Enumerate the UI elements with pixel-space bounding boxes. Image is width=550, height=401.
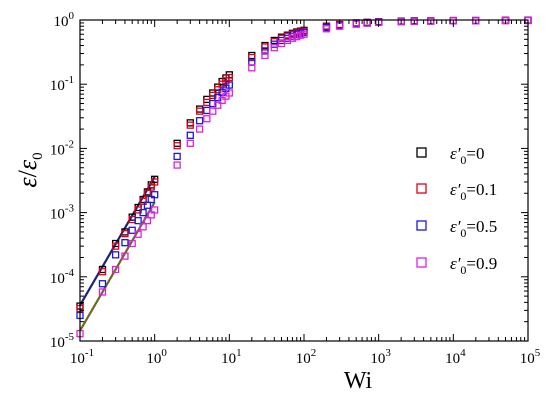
x-tick-labels: 10-1 100 101 102 103 104 105 xyxy=(70,347,541,367)
x-tick-label: 102 xyxy=(296,347,317,367)
series-2-point xyxy=(111,242,120,250)
x-tick-label: 104 xyxy=(445,347,466,367)
series-2-point xyxy=(139,197,147,205)
series-4-point xyxy=(139,223,147,231)
series-2-point xyxy=(143,189,152,197)
y-tick-label: 10-4 xyxy=(50,267,75,287)
legend-label: ε′0=0 xyxy=(450,144,485,167)
series-4-point xyxy=(151,206,159,214)
series-3-point xyxy=(209,99,217,108)
x-tick-label: 10-1 xyxy=(70,347,94,367)
series-2-point xyxy=(195,107,204,115)
legend-label: ε′0=0.5 xyxy=(450,217,497,240)
series-4-point xyxy=(214,101,222,109)
series-4-point xyxy=(322,25,331,33)
series-2-point xyxy=(121,230,129,238)
series-4-point xyxy=(300,30,308,38)
fit-lines xyxy=(79,176,156,332)
y-axis-title: ε/ε0 xyxy=(13,152,46,187)
y-tick-label: 10-3 xyxy=(50,203,75,223)
series-3-point xyxy=(98,280,107,288)
series-1-point xyxy=(195,105,204,113)
series-3-point xyxy=(139,208,147,217)
series-4-point xyxy=(293,33,301,41)
series-2-point xyxy=(186,121,194,129)
series-3-point xyxy=(261,47,269,55)
series-4-point xyxy=(195,125,204,133)
series-4-point xyxy=(225,89,233,97)
series-2-point xyxy=(261,43,269,51)
legend-marker xyxy=(416,220,427,231)
series-4-point xyxy=(397,18,405,26)
series-4-point xyxy=(283,36,292,45)
y-tick-label: 100 xyxy=(54,10,75,30)
series-3-point xyxy=(195,117,204,125)
series-4-point xyxy=(121,252,129,260)
series-3-point xyxy=(143,201,152,209)
x-tick-label: 100 xyxy=(146,347,167,367)
series-4-point xyxy=(427,17,435,25)
y-tick-label: 10-2 xyxy=(50,138,74,158)
legend-item-4: ε′0=0.9 xyxy=(416,254,497,277)
series-1-point xyxy=(186,119,194,127)
series-4-point xyxy=(209,107,217,115)
series-3-point xyxy=(225,81,233,89)
y-tick-label: 10-1 xyxy=(50,74,74,94)
series-4-point xyxy=(410,17,418,26)
series-3-point xyxy=(173,152,181,161)
y-axis-title-sub: 0 xyxy=(30,152,46,160)
series-2-point xyxy=(151,178,159,186)
data-points xyxy=(76,16,532,338)
legend: ε′0=0 ε′0=0.1 ε′0=0.5 ε′0=0.9 xyxy=(416,144,497,277)
series-3-point xyxy=(111,251,120,259)
series-4-point xyxy=(288,34,297,42)
series-2-point xyxy=(98,268,107,276)
y-tick-labels: 10-5 10-4 10-3 10-2 10-1 100 xyxy=(50,10,75,351)
legend-label: ε′0=0.1 xyxy=(450,180,497,203)
legend-marker xyxy=(416,183,427,194)
series-2-point xyxy=(248,53,256,62)
series-4-point xyxy=(186,139,194,147)
x-tick-label: 101 xyxy=(221,347,242,367)
series-4-point xyxy=(203,115,211,123)
legend-item-3: ε′0=0.5 xyxy=(416,217,497,240)
series-4-point xyxy=(134,230,142,238)
series-3-point xyxy=(151,191,159,199)
series-4-point xyxy=(261,51,269,60)
legend-marker xyxy=(416,257,427,268)
plot-frame xyxy=(79,19,529,342)
series-4 xyxy=(76,16,532,338)
series-3-point xyxy=(203,106,211,115)
series-3-point xyxy=(218,88,226,96)
x-axis-title: Wi xyxy=(344,368,373,394)
y-tick-label: 10-5 xyxy=(50,331,75,351)
y-axis-title-num: ε xyxy=(13,177,42,188)
series-4-point xyxy=(248,64,256,72)
series-4-point xyxy=(111,265,120,274)
series-4-point xyxy=(128,239,136,248)
legend-label: ε′0=0.9 xyxy=(450,254,497,277)
series-4-point xyxy=(143,216,152,225)
legend-item-2: ε′0=0.1 xyxy=(416,180,497,203)
series-2-point xyxy=(225,73,233,82)
x-tick-label: 105 xyxy=(520,347,541,367)
legend-item-1: ε′0=0 xyxy=(416,144,485,167)
series-3-point xyxy=(128,226,136,234)
x-tick-label: 103 xyxy=(370,347,391,367)
series-2-point xyxy=(173,142,181,150)
svg-text:ε/ε0: ε/ε0 xyxy=(13,152,46,187)
series-4-point xyxy=(98,288,107,296)
series-4-point xyxy=(173,161,181,169)
y-axis-title-den: ε xyxy=(13,159,42,170)
series-3-point xyxy=(121,239,129,247)
series-1-point xyxy=(248,51,256,60)
series-3-point xyxy=(186,131,194,139)
axis-ticks xyxy=(79,19,529,342)
series-3-point xyxy=(134,216,142,225)
legend-marker xyxy=(416,147,427,158)
series-2-point xyxy=(209,91,217,100)
series-4-point xyxy=(270,44,278,52)
series-4-point xyxy=(218,96,226,105)
